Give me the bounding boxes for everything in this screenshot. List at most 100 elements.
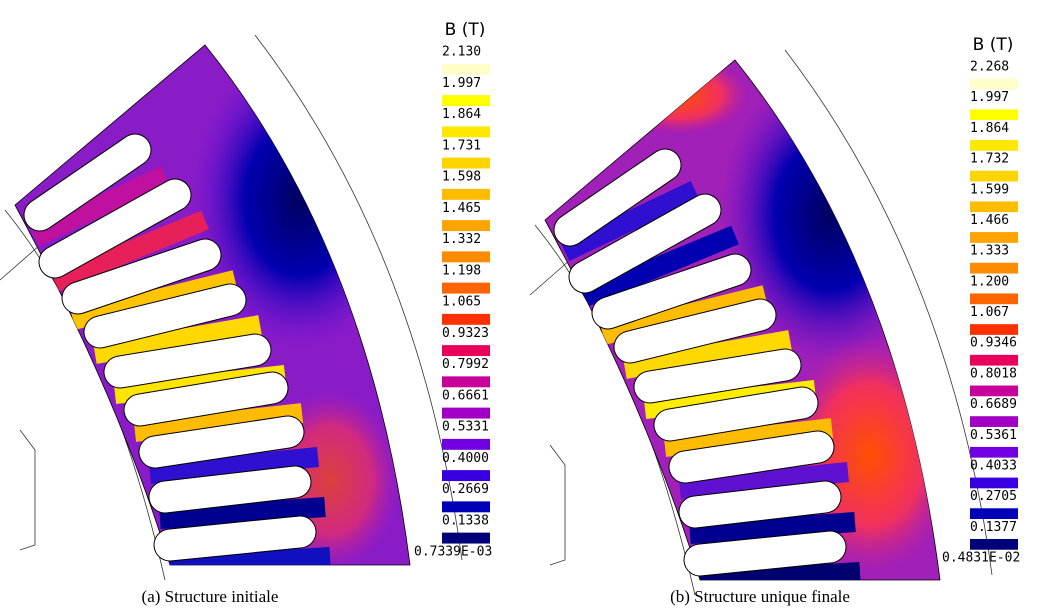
tooth: [623, 330, 792, 379]
legend-swatch: [970, 262, 1018, 274]
slot: [654, 387, 818, 441]
field-plot: [529, 49, 993, 596]
legend-swatch: [970, 140, 1018, 151]
legend-label: 0.9323: [442, 326, 489, 341]
legend-swatch: [442, 282, 490, 294]
legend-swatch: [442, 251, 490, 263]
legend-swatch: [970, 78, 1018, 90]
legend-title: B (T): [445, 20, 486, 40]
legend-label: 0.5361: [970, 428, 1017, 443]
legend-label: 1.333: [970, 244, 1009, 259]
legend-swatch: [970, 508, 1018, 520]
slot: [104, 334, 271, 388]
legend-swatch: [970, 293, 1018, 305]
legend-label: 0.4000: [442, 451, 489, 466]
legend-swatch: [970, 416, 1018, 427]
legend-label: 0.4033: [970, 458, 1017, 473]
slot: [139, 416, 304, 468]
outer-air-gap-arc: [784, 49, 993, 576]
legend-swatch: [970, 232, 1018, 243]
field-plot: [0, 34, 463, 581]
legend-label: 0.7992: [442, 357, 489, 372]
rotor-edge: [549, 444, 566, 566]
slot: [669, 431, 834, 483]
legend-label: 0.1377: [970, 520, 1017, 535]
legend-label: 0.4831E-02: [942, 551, 1020, 566]
slot: [679, 481, 841, 528]
high-field-region: [610, 60, 750, 135]
legend-label: 0.9346: [970, 336, 1017, 351]
slot: [614, 299, 776, 363]
tooth: [159, 497, 326, 529]
tooth: [148, 447, 320, 484]
legend-label: 1.332: [442, 232, 481, 247]
tooth: [694, 562, 861, 580]
legend-swatch: [970, 170, 1018, 182]
slot: [84, 284, 246, 348]
slot: [154, 516, 316, 561]
legend-label: 0.1338: [442, 513, 489, 528]
legend-label: 0.8018: [970, 366, 1017, 381]
legend-swatch: [442, 501, 490, 513]
legend-swatch: [442, 157, 490, 169]
tooth: [30, 165, 170, 247]
tooth: [133, 403, 304, 442]
legend-label: 1.465: [442, 201, 481, 216]
tooth: [576, 225, 739, 309]
tooth: [600, 285, 768, 345]
legend-swatch: [442, 407, 490, 419]
caption: (b) Structure unique finale: [670, 587, 850, 606]
legend-swatch: [970, 477, 1018, 489]
legend-swatch: [970, 201, 1018, 213]
legend-label: 1.864: [970, 121, 1009, 136]
legend-swatch: [442, 188, 490, 200]
legend-swatch: [442, 345, 490, 357]
rotor-edge: [19, 429, 36, 551]
legend-label: 0.5331: [442, 420, 489, 435]
legend-swatch: [970, 538, 1018, 550]
tooth: [70, 270, 238, 330]
slot: [634, 349, 801, 403]
legend-swatch: [442, 126, 490, 138]
legend-swatch: [970, 354, 1018, 366]
legend-label: 0.7339E-03: [414, 545, 492, 560]
legend-title: B (T): [973, 35, 1014, 55]
legend-label: 0.6661: [442, 388, 489, 403]
legend-swatch: [970, 385, 1018, 397]
legend-label: 1.731: [442, 138, 481, 153]
legend-label: 1.997: [442, 76, 481, 91]
legend-swatch: [442, 438, 490, 450]
tooth: [93, 315, 262, 364]
slot: [24, 134, 151, 231]
legend-label: 1.466: [970, 213, 1009, 228]
legend-swatch: [970, 324, 1018, 335]
legend-label: 1.198: [442, 263, 481, 278]
legend-label: 2.130: [442, 45, 481, 60]
legend-label: 0.2669: [442, 482, 489, 497]
legend-swatch: [442, 376, 490, 388]
legend-label: 0.2705: [970, 489, 1017, 504]
slot: [592, 254, 751, 329]
slot: [39, 179, 191, 278]
legend-swatch: [442, 95, 490, 107]
legend-label: 0.6689: [970, 397, 1017, 412]
caption: (a) Structure initiale: [142, 587, 279, 606]
legend-label: 1.732: [970, 152, 1009, 167]
slot: [554, 149, 681, 246]
tooth: [663, 418, 834, 457]
legend-swatch: [442, 63, 490, 75]
slot: [149, 466, 311, 513]
tooth: [164, 547, 331, 565]
legend-swatch: [442, 220, 490, 232]
legend-swatch: [970, 109, 1018, 121]
tooth: [560, 180, 700, 262]
tooth: [689, 512, 856, 544]
legend-label: 1.598: [442, 170, 481, 185]
legend-swatch: [442, 532, 490, 544]
legend-label: 1.599: [970, 182, 1009, 197]
tooth: [678, 462, 850, 499]
slot: [684, 531, 846, 576]
legend-label: 1.200: [970, 274, 1009, 289]
legend-swatch: [442, 470, 490, 482]
legend-label: 2.268: [970, 60, 1009, 75]
